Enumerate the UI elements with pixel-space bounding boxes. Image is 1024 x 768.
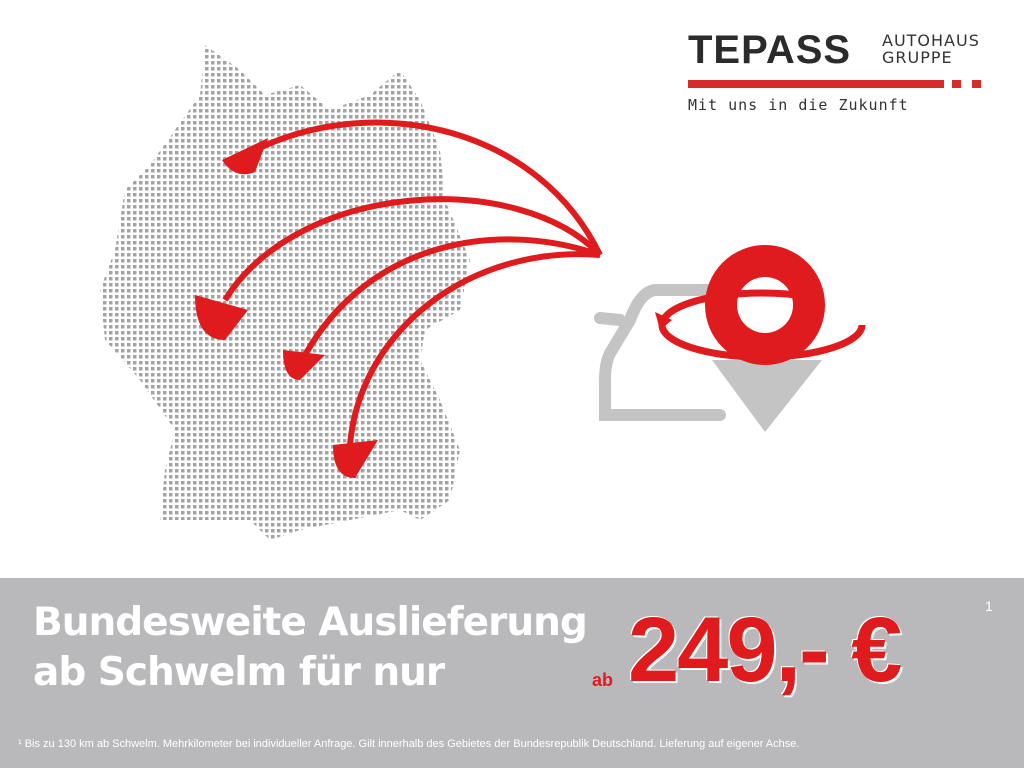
location-pin-icon <box>655 245 866 432</box>
logo-line2: GRUPPE <box>882 48 953 67</box>
germany-dot-map <box>100 45 470 540</box>
logo-square <box>952 80 961 88</box>
headline: Bundesweite Auslieferung ab Schwelm für n… <box>33 598 588 698</box>
delivery-arrows <box>222 119 603 446</box>
footnote: ¹ Bis zu 130 km ab Schwelm. Mehrkilomete… <box>18 738 800 750</box>
logo-brand: TEPASS <box>688 28 852 72</box>
logo-tagline: Mit uns in die Zukunft <box>688 96 909 114</box>
footnote-mark: 1 <box>985 598 993 614</box>
logo-square <box>972 80 981 88</box>
price-prefix: ab <box>592 670 614 690</box>
headline-line2: ab Schwelm für nur <box>33 650 445 695</box>
logo-bar <box>688 80 944 88</box>
price: 249,- € <box>628 599 902 701</box>
car-icon <box>594 284 726 421</box>
logo-line1: AUTOHAUS <box>882 31 980 50</box>
headline-line1: Bundesweite Auslieferung <box>33 600 588 645</box>
info-band <box>0 578 1024 768</box>
logo-subtitle: AUTOHAUS GRUPPE <box>882 32 980 66</box>
arrow-heads <box>195 138 378 478</box>
